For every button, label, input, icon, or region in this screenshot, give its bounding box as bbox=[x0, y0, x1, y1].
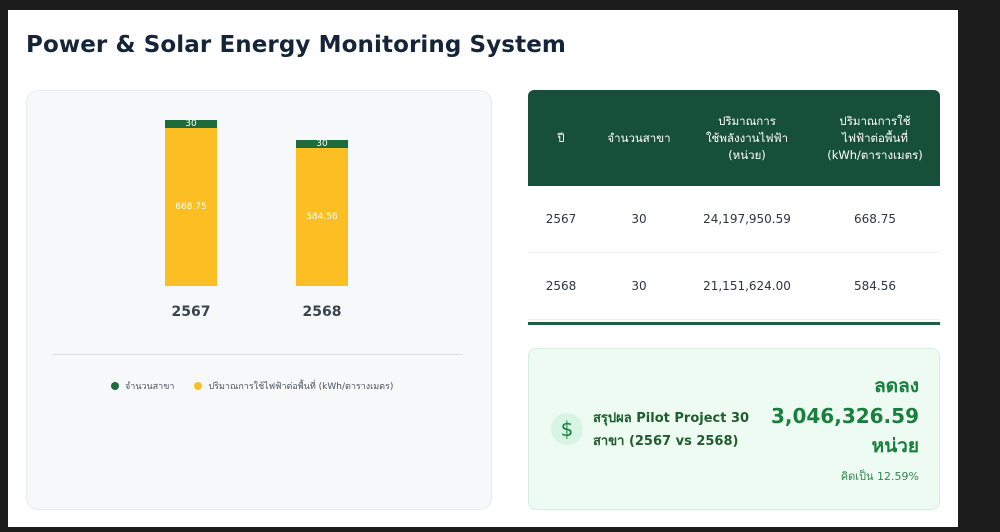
bar-segment-branches: 30 bbox=[165, 119, 217, 129]
energy-table: ปี จำนวนสาขา ปริมาณการ ใช้พลังงานไฟฟ้า (… bbox=[528, 90, 940, 325]
summary-label: สรุปผล Pilot Project 30 สาขา (2567 vs 25… bbox=[593, 411, 750, 449]
cell-per-area: 668.75 bbox=[854, 212, 896, 226]
cell-year: 2567 bbox=[545, 212, 577, 226]
legend-swatch-usage bbox=[194, 382, 203, 390]
table-row[interactable]: 2567 30 24,197,950.59 668.75 bbox=[528, 186, 940, 253]
dashboard-panel: Power & Solar Energy Monitoring System 3… bbox=[8, 10, 958, 527]
bar-2567[interactable]: 30 668.75 bbox=[165, 119, 217, 286]
dollar-icon: $ bbox=[551, 413, 583, 445]
summary-decrease-word: ลดลง bbox=[874, 375, 919, 397]
summary-card: $ สรุปผล Pilot Project 30 สาขา (2567 vs … bbox=[528, 348, 940, 510]
bar-segment-usage: 668.75 bbox=[165, 128, 217, 286]
th-year: ปี bbox=[557, 130, 565, 145]
summary-value: 3,046,326.59 bbox=[770, 404, 919, 428]
chart-legend: จำนวนสาขา ปริมาณการใช้ไฟฟ้าต่อพื้นที่ (k… bbox=[111, 379, 413, 393]
cell-year: 2568 bbox=[545, 279, 577, 293]
table-header: ปี จำนวนสาขา ปริมาณการ ใช้พลังงานไฟฟ้า (… bbox=[528, 90, 940, 186]
legend-label-usage: ปริมาณการใช้ไฟฟ้าต่อพื้นที่ (kWh/ตารางเม… bbox=[208, 382, 394, 392]
legend-item-branches[interactable]: จำนวนสาขา bbox=[111, 379, 174, 393]
th-branches: จำนวนสาขา bbox=[607, 130, 671, 145]
bar-segment-usage: 584.56 bbox=[296, 148, 348, 286]
cell-energy: 24,197,950.59 bbox=[703, 212, 791, 226]
cell-branches: 30 bbox=[631, 212, 647, 226]
bar-2568[interactable]: 30 584.56 bbox=[296, 139, 348, 286]
table-row[interactable]: 2568 30 21,151,624.00 584.56 bbox=[528, 253, 940, 320]
summary-unit: หน่วย bbox=[871, 435, 919, 457]
legend-item-usage[interactable]: ปริมาณการใช้ไฟฟ้าต่อพื้นที่ (kWh/ตารางเม… bbox=[194, 379, 393, 393]
legend-label-branches: จำนวนสาขา bbox=[125, 382, 175, 392]
page-title: Power & Solar Energy Monitoring System bbox=[26, 32, 566, 58]
legend-swatch-branches bbox=[111, 382, 119, 390]
bar-segment-branches: 30 bbox=[296, 139, 348, 149]
th-energy: ปริมาณการ ใช้พลังงานไฟฟ้า (หน่วย) bbox=[705, 113, 789, 162]
x-tick-label: 2568 bbox=[302, 304, 342, 320]
table-bottom-border bbox=[528, 322, 940, 325]
cell-branches: 30 bbox=[631, 279, 647, 293]
cell-energy: 21,151,624.00 bbox=[703, 279, 791, 293]
chart-divider bbox=[53, 354, 463, 355]
x-tick-label: 2567 bbox=[171, 304, 211, 320]
summary-result: ลดลง 3,046,326.59 หน่วย คิดเป็น 12.59% bbox=[771, 371, 919, 485]
th-per-area: ปริมาณการใช้ ไฟฟ้าต่อพื้นที่ (kWh/ตารางเ… bbox=[827, 113, 923, 162]
cell-per-area: 584.56 bbox=[854, 279, 896, 293]
summary-percent: คิดเป็น 12.59% bbox=[840, 470, 919, 483]
stacked-bar-chart: 30 668.75 2567 30 584.56 2568 จำนวนสาขา ปริมา… bbox=[26, 90, 492, 510]
